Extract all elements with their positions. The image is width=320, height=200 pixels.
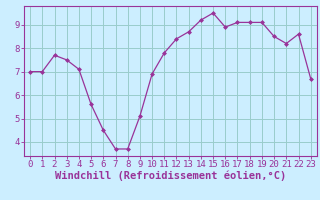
X-axis label: Windchill (Refroidissement éolien,°C): Windchill (Refroidissement éolien,°C) (55, 171, 286, 181)
